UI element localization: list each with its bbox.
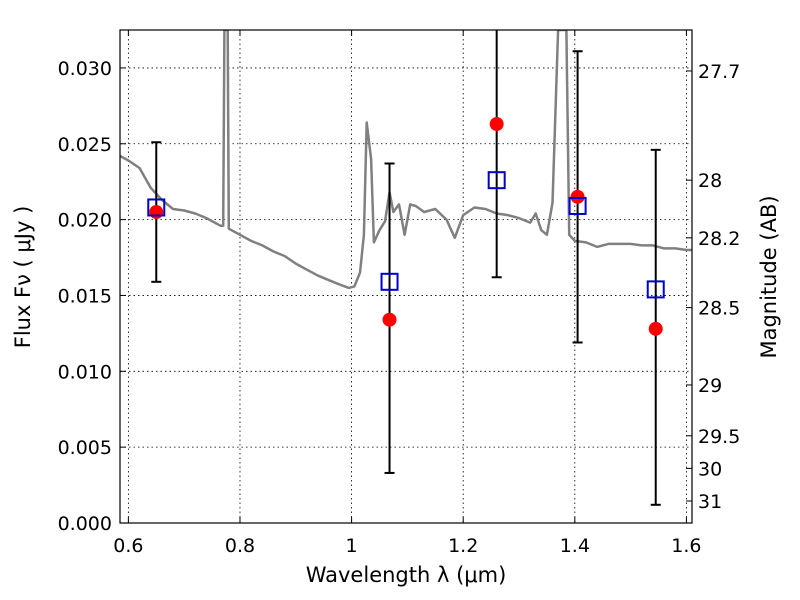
y2-axis-title: Magnitude (AB) bbox=[757, 195, 781, 358]
y-tick-label: 0.015 bbox=[58, 285, 112, 307]
observed-point bbox=[489, 117, 504, 132]
x-tick-label: 1 bbox=[346, 535, 358, 557]
plot-background bbox=[120, 30, 692, 523]
observed-point bbox=[570, 189, 585, 204]
observed-point bbox=[382, 312, 397, 327]
x-tick-label: 1.2 bbox=[448, 535, 478, 557]
y2-tick-label: 31 bbox=[698, 491, 722, 513]
y2-tick-label: 29.5 bbox=[698, 426, 740, 448]
x-tick-label: 0.6 bbox=[113, 535, 143, 557]
y2-tick-label: 28.2 bbox=[698, 228, 740, 250]
model-point bbox=[646, 280, 665, 299]
x-axis-title: Wavelength λ (μm) bbox=[306, 563, 507, 587]
x-tick-label: 1.4 bbox=[560, 535, 590, 557]
x-tick-label: 0.8 bbox=[225, 535, 255, 557]
observed-point bbox=[149, 205, 164, 220]
x-tick-label: 1.6 bbox=[671, 535, 701, 557]
model-point bbox=[568, 196, 587, 215]
y-tick-label: 0.025 bbox=[58, 134, 112, 156]
spectrum-line bbox=[120, 30, 692, 290]
y-tick-label: 0.030 bbox=[58, 58, 112, 80]
y-axis-title: Flux Fν ( μJy ) bbox=[11, 206, 35, 349]
observed-point bbox=[648, 321, 663, 336]
tick-labels: 0.6 0.8 1 1.2 1.4 1.6 0.000 0.005 0.010 0.015 0.02… bbox=[58, 58, 741, 557]
data-area bbox=[120, 30, 692, 290]
y2-tick-label: 28.5 bbox=[698, 298, 740, 320]
y2-tick-label: 29 bbox=[698, 375, 722, 397]
y-tick-label: 0.000 bbox=[58, 513, 112, 535]
y-tick-label: 0.010 bbox=[58, 361, 112, 383]
y2-tick-label: 30 bbox=[698, 458, 722, 480]
ticks bbox=[120, 30, 692, 524]
model-point bbox=[380, 272, 399, 291]
y-tick-label: 0.005 bbox=[58, 437, 112, 459]
y2-tick-label: 27.7 bbox=[698, 61, 740, 83]
model-point bbox=[487, 171, 506, 190]
model-point bbox=[147, 198, 166, 217]
plot-frame bbox=[119, 29, 693, 524]
y-tick-label: 0.020 bbox=[58, 210, 112, 232]
marker-area bbox=[147, 30, 665, 506]
y2-tick-label: 28 bbox=[698, 170, 722, 192]
